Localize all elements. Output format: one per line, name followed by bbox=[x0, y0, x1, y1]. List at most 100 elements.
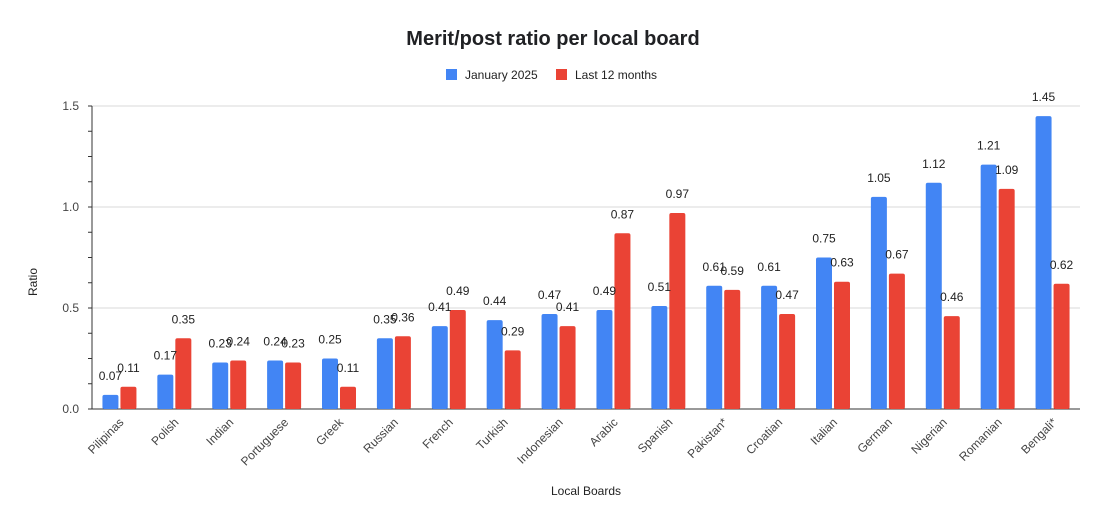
data-label: 1.09 bbox=[995, 163, 1019, 177]
data-label: 0.41 bbox=[556, 300, 580, 314]
y-axis-ticks: 0.0 0.5 1.0 1.5 bbox=[62, 99, 79, 416]
data-label: 0.25 bbox=[318, 333, 342, 347]
bar-january-2025 bbox=[431, 326, 448, 409]
data-label: 0.51 bbox=[648, 280, 672, 294]
data-label: 0.67 bbox=[885, 248, 909, 262]
data-label: 0.35 bbox=[373, 312, 397, 326]
data-label: 0.47 bbox=[775, 288, 799, 302]
data-label: 0.59 bbox=[721, 264, 745, 278]
data-label: 1.21 bbox=[977, 139, 1001, 153]
data-label: 0.97 bbox=[666, 187, 690, 201]
y-tick-label: 0.5 bbox=[62, 301, 79, 315]
gridlines bbox=[88, 105, 1080, 410]
bars bbox=[102, 116, 1070, 409]
legend-label: Last 12 months bbox=[575, 68, 657, 82]
y-tick-label: 0.0 bbox=[62, 402, 79, 416]
bar-last-12-months bbox=[449, 310, 466, 409]
data-label: 0.61 bbox=[757, 260, 781, 274]
x-tick-label: Russian bbox=[360, 415, 401, 456]
bar-last-12-months bbox=[998, 188, 1015, 409]
data-label: 0.47 bbox=[538, 288, 562, 302]
bar-last-12-months bbox=[120, 386, 137, 409]
data-label: 1.05 bbox=[867, 171, 891, 185]
x-tick-label: Portuguese bbox=[238, 415, 292, 469]
x-tick-label: Arabic bbox=[587, 415, 621, 449]
x-tick-label: French bbox=[420, 415, 456, 451]
data-label: 0.11 bbox=[117, 361, 140, 375]
bar-january-2025 bbox=[651, 305, 668, 409]
data-label: 0.24 bbox=[227, 335, 251, 349]
data-label: 0.24 bbox=[263, 335, 287, 349]
bar-last-12-months bbox=[559, 326, 576, 409]
x-tick-label: Nigerian bbox=[908, 415, 950, 457]
y-axis-title: Ratio bbox=[26, 268, 40, 296]
data-label: 0.75 bbox=[812, 232, 836, 246]
x-tick-label: Turkish bbox=[473, 415, 510, 452]
bar-last-12-months bbox=[394, 336, 411, 409]
legend: January 2025 Last 12 months bbox=[446, 68, 657, 82]
y-tick-label: 1.5 bbox=[62, 99, 79, 113]
legend-swatch bbox=[446, 69, 457, 80]
x-tick-label: Italian bbox=[808, 415, 841, 448]
data-label: 0.23 bbox=[209, 337, 233, 351]
bar-january-2025 bbox=[212, 362, 229, 409]
bar-january-2025 bbox=[980, 164, 997, 409]
bar-last-12-months bbox=[175, 338, 192, 409]
bar-last-12-months bbox=[614, 233, 631, 409]
x-tick-label: Indonesian bbox=[514, 415, 565, 466]
data-label: 0.63 bbox=[830, 256, 854, 270]
legend-swatch bbox=[556, 69, 567, 80]
bar-last-12-months bbox=[340, 386, 356, 409]
x-tick-label: Polish bbox=[148, 415, 181, 448]
x-tick-label: Pilipinas bbox=[85, 415, 127, 457]
bar-january-2025 bbox=[816, 257, 832, 409]
bar-january-2025 bbox=[157, 374, 174, 409]
x-axis-title: Local Boards bbox=[551, 484, 621, 498]
chart-title: Merit/post ratio per local board bbox=[406, 28, 699, 50]
x-tick-label: German bbox=[854, 415, 895, 456]
bar-january-2025 bbox=[870, 196, 887, 409]
x-tick-label: Bengali* bbox=[1018, 415, 1060, 457]
x-axis-ticks: Pilipinas Polish Indian Portuguese Greek Russ… bbox=[85, 415, 1060, 469]
bar-last-12-months bbox=[943, 316, 960, 409]
bar-january-2025 bbox=[486, 320, 503, 409]
x-tick-label: Romanian bbox=[956, 415, 1005, 464]
bar-january-2025 bbox=[596, 310, 613, 409]
bar-last-12-months bbox=[888, 273, 905, 409]
bar-january-2025 bbox=[761, 285, 778, 409]
bar-last-12-months bbox=[285, 362, 302, 409]
data-label: 0.07 bbox=[99, 369, 123, 383]
data-label: 0.61 bbox=[703, 260, 727, 274]
data-label: 0.17 bbox=[154, 349, 178, 363]
x-tick-label: Croatian bbox=[743, 415, 785, 457]
data-label: 0.36 bbox=[391, 310, 415, 324]
data-label: 0.49 bbox=[593, 284, 617, 298]
bar-last-12-months bbox=[779, 314, 796, 409]
data-label: 0.35 bbox=[172, 312, 196, 326]
legend-label: January 2025 bbox=[465, 68, 538, 82]
data-label: 0.46 bbox=[940, 290, 964, 304]
bar-last-12-months bbox=[1053, 283, 1070, 409]
bar-january-2025 bbox=[925, 182, 942, 409]
y-tick-label: 1.0 bbox=[62, 200, 79, 214]
data-label: 1.12 bbox=[922, 157, 946, 171]
data-label: 0.44 bbox=[483, 294, 507, 308]
data-label: 0.87 bbox=[611, 207, 635, 221]
bar-january-2025 bbox=[267, 360, 284, 409]
bar-last-12-months bbox=[230, 360, 247, 409]
x-tick-label: Pakistan* bbox=[685, 415, 731, 461]
bar-january-2025 bbox=[322, 358, 338, 409]
x-tick-label: Spanish bbox=[635, 415, 676, 456]
bar-last-12-months bbox=[504, 350, 521, 409]
bar-january-2025 bbox=[102, 394, 119, 409]
data-label: 0.11 bbox=[337, 361, 360, 375]
bar-january-2025 bbox=[706, 285, 723, 409]
data-label: 0.62 bbox=[1050, 258, 1074, 272]
data-labels: 0.070.170.23 0.24 0.250.350.41 0.44 0.47 0.49… bbox=[99, 90, 1074, 383]
data-label: 0.41 bbox=[428, 300, 452, 314]
x-tick-label: Indian bbox=[203, 415, 236, 448]
bar-last-12-months bbox=[669, 213, 686, 409]
bar-january-2025 bbox=[376, 338, 393, 409]
x-tick-label: Greek bbox=[313, 415, 347, 449]
